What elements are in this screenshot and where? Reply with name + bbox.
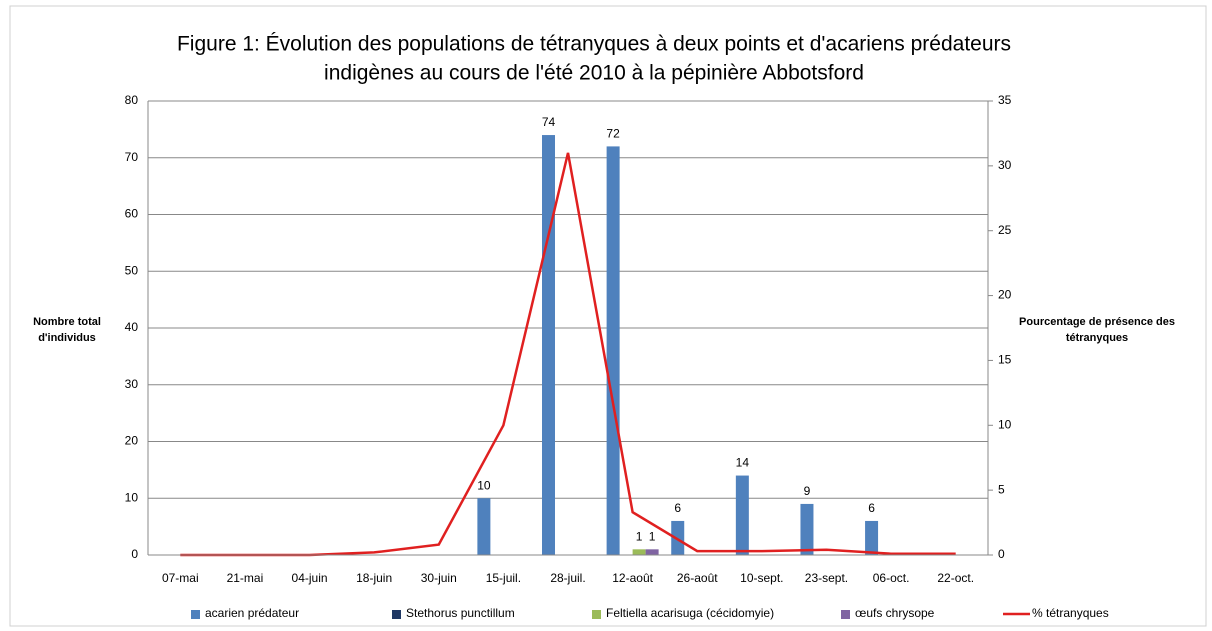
- y2-tick-label: 0: [998, 547, 1005, 561]
- y-tick-label: 10: [125, 490, 139, 504]
- legend-label: Stethorus punctillum: [406, 606, 515, 620]
- x-tick-label: 04-juin: [292, 571, 328, 585]
- bar: [542, 135, 555, 556]
- y2-tick-label: 15: [998, 353, 1012, 367]
- legend-swatch: [191, 610, 200, 619]
- y-tick-label: 70: [125, 150, 139, 164]
- data-label: 14: [736, 456, 750, 470]
- chart-title: indigènes au cours de l'été 2010 à la pé…: [324, 62, 864, 85]
- y-tick-label: 50: [125, 263, 139, 277]
- x-tick-label: 28-juil.: [550, 571, 585, 585]
- data-label: 74: [542, 115, 556, 129]
- data-label: 1: [649, 529, 656, 543]
- y-tick-label: 40: [125, 320, 139, 334]
- y-tick-label: 80: [125, 93, 139, 107]
- data-label: 9: [804, 484, 811, 498]
- x-tick-label: 06-oct.: [873, 571, 910, 585]
- y2-tick-label: 35: [998, 93, 1012, 107]
- y2-axis-title: tétranyques: [1066, 332, 1128, 344]
- data-label: 1: [636, 529, 643, 543]
- bar: [865, 520, 879, 555]
- data-label: 6: [674, 501, 681, 515]
- y-tick-label: 20: [125, 434, 139, 448]
- x-tick-label: 22-oct.: [937, 571, 974, 585]
- bar: [645, 549, 659, 555]
- x-tick-label: 21-mai: [227, 571, 264, 585]
- legend-swatch: [392, 610, 401, 619]
- y2-tick-label: 20: [998, 288, 1012, 302]
- legend-swatch: [841, 610, 850, 619]
- x-tick-label: 07-mai: [162, 571, 199, 585]
- x-tick-label: 18-juin: [356, 571, 392, 585]
- y-axis-title: d'individus: [38, 332, 96, 344]
- y2-tick-label: 30: [998, 158, 1012, 172]
- legend-label: œufs chrysope: [855, 606, 935, 620]
- chart-title: Figure 1: Évolution des populations de t…: [177, 33, 1011, 56]
- y-tick-label: 30: [125, 377, 139, 391]
- legend-label: % tétranyques: [1032, 606, 1109, 620]
- y2-tick-label: 10: [998, 417, 1012, 431]
- bar: [477, 498, 491, 555]
- legend-swatch: [592, 610, 601, 619]
- data-label: 72: [606, 127, 620, 141]
- x-tick-label: 15-juil.: [486, 571, 521, 585]
- bar: [632, 549, 646, 555]
- y-tick-label: 0: [131, 547, 138, 561]
- bar: [735, 475, 749, 555]
- data-label: 6: [868, 501, 875, 515]
- x-tick-label: 30-juin: [421, 571, 457, 585]
- x-tick-label: 23-sept.: [805, 571, 848, 585]
- data-label: 10: [477, 478, 491, 492]
- x-tick-label: 26-août: [677, 571, 718, 585]
- y2-axis-title: Pourcentage de présence des: [1019, 316, 1175, 328]
- x-tick-label: 10-sept.: [740, 571, 783, 585]
- y2-tick-label: 5: [998, 482, 1005, 496]
- bar: [800, 503, 814, 555]
- bar: [606, 146, 620, 555]
- y-axis-title: Nombre total: [33, 316, 101, 328]
- legend-label: Feltiella acarisuga (cécidomyie): [606, 606, 774, 620]
- legend-label: acarien prédateur: [205, 606, 299, 620]
- y-tick-label: 60: [125, 207, 139, 221]
- x-tick-label: 12-août: [612, 571, 653, 585]
- y2-tick-label: 25: [998, 223, 1012, 237]
